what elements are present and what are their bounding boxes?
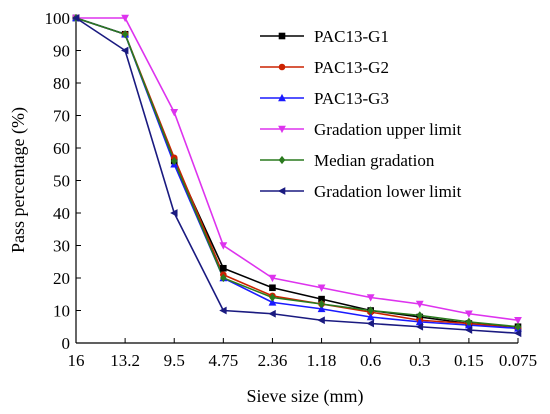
x-tick-label: 0.6 [360, 351, 381, 370]
data-point [415, 317, 424, 326]
y-tick-label: 30 [53, 237, 70, 256]
x-tick-label: 0.15 [454, 351, 484, 370]
data-point [318, 299, 325, 309]
series-line-2 [75, 17, 519, 330]
data-point [317, 284, 326, 292]
data-point [367, 306, 374, 315]
data-point [318, 295, 325, 303]
data-point [514, 322, 522, 331]
data-point [317, 304, 326, 313]
data-point [268, 274, 277, 283]
legend-marker [277, 187, 286, 195]
data-point [121, 14, 130, 23]
data-point [220, 264, 227, 272]
data-point [415, 322, 424, 331]
series-lines [75, 17, 519, 335]
series-line-5 [75, 17, 519, 328]
legend-label: Gradation lower limit [314, 182, 462, 201]
series-line-3 [75, 17, 519, 330]
x-tick-label: 0.3 [409, 351, 430, 370]
data-point [464, 310, 473, 318]
legend-marker [278, 93, 286, 102]
data-point [317, 316, 325, 325]
legend-label: Median gradation [314, 151, 435, 170]
legend-marker [278, 125, 286, 134]
data-point [465, 317, 473, 326]
x-tick-label: 0.075 [499, 351, 537, 370]
data-point [121, 30, 129, 39]
x-axis-title: Sieve size (mm) [247, 386, 364, 407]
x-tick-label: 2.36 [258, 351, 288, 370]
y-tick-label: 100 [45, 9, 71, 28]
series-line-1 [75, 17, 519, 328]
data-point [415, 300, 424, 309]
x-tick-label: 9.5 [164, 351, 185, 370]
data-point [269, 284, 276, 292]
y-tick-label: 90 [53, 42, 70, 61]
x-tick-label: 4.75 [208, 351, 238, 370]
data-point [220, 273, 227, 283]
data-point [366, 294, 375, 302]
x-axis-ticks: 16 13.2 9.5 4.75 2.36 1.18 0.6 0.3 0.15 0.075 [68, 338, 537, 370]
y-tick-label: 50 [53, 172, 70, 191]
legend-label: PAC13-G1 [314, 27, 389, 46]
data-point [71, 14, 80, 22]
legend-label: PAC13-G2 [314, 58, 389, 77]
y-tick-label: 0 [62, 334, 71, 353]
series-line-6 [75, 17, 519, 335]
legend-marker [278, 63, 286, 71]
legend: PAC13-G1 PAC13-G2 PAC13-G3 Gradation upper … [260, 27, 462, 201]
y-tick-label: 40 [53, 204, 70, 223]
y-tick-label: 70 [53, 107, 70, 126]
data-point [513, 329, 522, 338]
y-axis-ticks: 0 10 20 30 40 50 60 70 80 90 100 [45, 9, 81, 353]
data-point [268, 298, 277, 306]
data-point [514, 316, 522, 325]
data-point [121, 46, 129, 55]
data-point [366, 312, 375, 321]
x-tick-label: 13.2 [110, 351, 140, 370]
data-point [170, 209, 178, 217]
y-axis-title: Pass percentage (%) [8, 107, 29, 253]
legend-label: PAC13-G3 [314, 89, 389, 108]
data-point [416, 311, 424, 320]
data-point [269, 293, 276, 302]
data-point [464, 326, 473, 334]
data-point [219, 306, 227, 315]
data-point [170, 156, 178, 166]
y-tick-label: 20 [53, 269, 70, 288]
data-point [170, 108, 179, 117]
x-tick-label: 16 [68, 351, 85, 370]
x-tick-label: 1.18 [307, 351, 337, 370]
y-tick-label: 60 [53, 139, 70, 158]
legend-label: Gradation upper limit [314, 120, 462, 139]
legend-marker [278, 155, 286, 165]
series-line-4 [76, 17, 519, 322]
data-point [219, 242, 228, 250]
data-point [366, 319, 374, 328]
y-tick-label: 80 [53, 74, 70, 93]
data-point [268, 309, 276, 318]
series-markers [71, 13, 522, 338]
y-tick-label: 10 [53, 302, 70, 321]
legend-marker [278, 32, 286, 40]
